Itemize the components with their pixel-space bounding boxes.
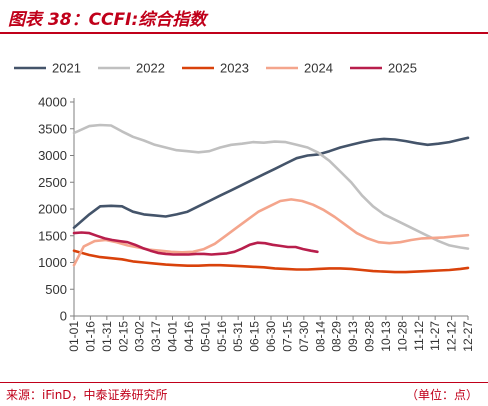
chart-canvas: 2021 2022 2023 2024 2025 0 500 1000 1500 2000 250…: [14, 61, 475, 352]
title-divider: [0, 32, 488, 34]
legend-label-2025: 2025: [388, 61, 417, 76]
x-tick-label: 10-28: [395, 321, 409, 352]
x-tick-label: 01-31: [100, 321, 114, 352]
series-line-2023: [72, 249, 470, 274]
legend-label-2024: 2024: [304, 61, 333, 76]
y-tick-label: 2500: [38, 175, 67, 190]
y-tick-label: 0: [60, 309, 67, 324]
x-tick-label: 09-28: [363, 321, 377, 352]
x-tick-label: 04-16: [182, 321, 196, 352]
x-tick-label: 06-15: [248, 321, 262, 352]
x-tick-label: 03-17: [149, 321, 163, 352]
x-tick-label: 01-16: [83, 321, 97, 352]
x-tick-label: 01-01: [67, 321, 81, 352]
series-line-2021: [72, 136, 470, 229]
unit-note: （单位：点）: [405, 388, 478, 402]
x-tick-label: 12-27: [461, 321, 475, 352]
x-tick-label: 05-16: [215, 321, 229, 352]
y-tick-label: 500: [45, 282, 67, 297]
legend-label-2023: 2023: [220, 61, 249, 76]
x-tick-label: 05-31: [231, 321, 245, 352]
chart-title: 图表 38：CCFI:综合指数: [8, 10, 207, 30]
y-tick-label: 4000: [38, 95, 67, 110]
footer-divider: [0, 382, 488, 383]
y-axis: 0 500 1000 1500 2000 2500 3000 3500 4000: [38, 95, 75, 324]
x-tick-label: 02-15: [116, 321, 130, 352]
x-tick-label: 07-30: [297, 321, 311, 352]
x-tick-label: 11-27: [428, 321, 442, 351]
x-tick-label: 08-29: [330, 321, 344, 352]
y-tick-label: 3000: [38, 148, 67, 163]
y-tick-label: 1500: [38, 228, 67, 243]
series-line-2025: [72, 231, 319, 256]
x-tick-label: 07-15: [280, 321, 294, 352]
series-line-2024: [72, 198, 470, 267]
x-tick-label: 05-01: [198, 321, 212, 352]
x-tick-label: 12-12: [445, 321, 459, 352]
x-tick-label: 04-01: [166, 321, 180, 352]
x-tick-label: 11-12: [412, 321, 426, 351]
chart-legend: 2021 2022 2023 2024 2025: [14, 61, 417, 76]
x-axis: 01-01 01-16 01-31 02-15 03-02 03-17 04-01 04-16…: [67, 315, 475, 352]
chart-series: [72, 123, 470, 274]
series-line-2022: [72, 123, 470, 250]
legend-label-2022: 2022: [136, 61, 165, 76]
source-note: 来源：iFinD，中泰证券研究所: [6, 388, 168, 402]
x-tick-label: 03-02: [133, 321, 147, 352]
x-tick-label: 10-13: [379, 321, 393, 352]
x-tick-label: 06-30: [264, 321, 278, 352]
legend-label-2021: 2021: [52, 61, 81, 76]
y-tick-label: 2000: [38, 202, 67, 217]
y-tick-label: 1000: [38, 255, 67, 270]
x-tick-label: 09-13: [346, 321, 360, 352]
y-tick-label: 3500: [38, 121, 67, 136]
x-tick-label: 08-14: [313, 321, 327, 352]
